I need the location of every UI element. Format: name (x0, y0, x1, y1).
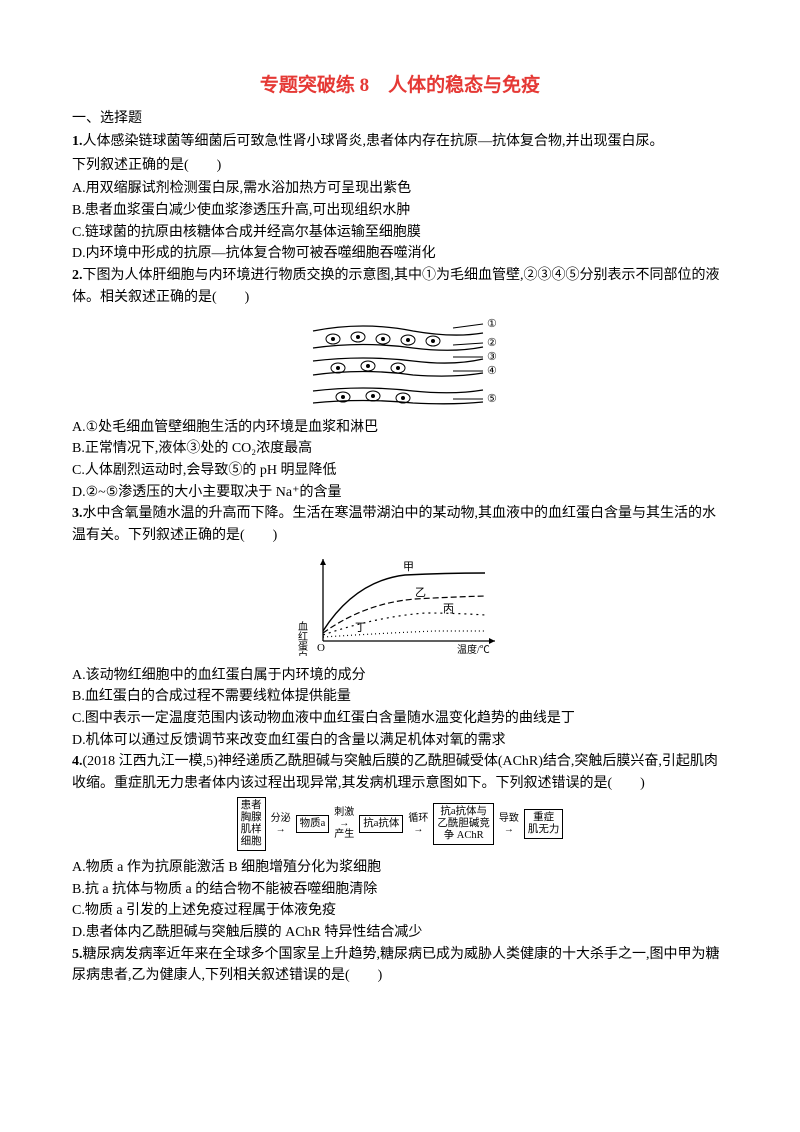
svg-text:⑤: ⑤ (487, 393, 497, 405)
q1-stem: 1.人体感染链球菌等细菌后可致急性肾小球肾炎,患者体内存在抗原—抗体复合物,并出… (72, 131, 728, 153)
svg-text:O: O (317, 642, 325, 654)
svg-text:丙: 丙 (443, 603, 454, 615)
q2-stem: 2.下图为人体肝细胞与内环境进行物质交换的示意图,其中①为毛细血管壁,②③④⑤分… (72, 265, 728, 308)
q4-flow: 患者 胸腺 肌样 细胞 分泌→ 物质a 刺激→产生 抗a抗体 循环→ 抗a抗体与… (72, 797, 728, 851)
q2-figure-wrap: ① ② ③ ④ ⑤ (72, 313, 728, 413)
q3-optA: A.该动物红细胞中的血红蛋白属于内环境的成分 (72, 665, 728, 687)
svg-text:血红蛋白含量: 血红蛋白含量 (296, 619, 308, 655)
flow-box-1: 患者 胸腺 肌样 细胞 (237, 797, 266, 851)
q5-stem-text: 糖尿病发病率近年来在全球多个国家呈上升趋势,糖尿病已成为威胁人类健康的十大杀手之… (72, 947, 720, 984)
q2-optB: B.正常情况下,液体③处的 CO₂浓度最高 (72, 438, 728, 460)
flow-box-3: 抗a抗体 (359, 815, 403, 833)
svg-text:丁: 丁 (355, 622, 366, 634)
q4-optD: D.患者体内乙酰胆碱与突触后膜的 AChR 特异性结合减少 (72, 922, 728, 944)
flow-label-1: 分泌→ (270, 813, 292, 835)
q4-optA: A.物质 a 作为抗原能激活 B 细胞增殖分化为浆细胞 (72, 857, 728, 879)
svg-text:④: ④ (487, 365, 497, 377)
q4-stem-text: (2018 江西九江一模,5)神经递质乙酰胆碱与突触后膜的乙酰胆碱受体(AChR… (72, 754, 718, 791)
q3-stem: 3.水中含氧量随水温的升高而下降。生活在寒温带湖泊中的某动物,其血液中的血红蛋白… (72, 503, 728, 546)
q1-optB: B.患者血浆蛋白减少使血浆渗透压升高,可出现组织水肿 (72, 200, 728, 222)
q3-optD: D.机体可以通过反馈调节来改变血红蛋白的含量以满足机体对氧的需求 (72, 730, 728, 752)
page-title: 专题突破练 8 人体的稳态与免疫 (72, 70, 728, 97)
flow-label-2: 刺激→产生 (333, 807, 355, 840)
q4-optC: C.物质 a 引发的上述免疫过程属于体液免疫 (72, 900, 728, 922)
q2-optA: A.①处毛细血管壁细胞生活的内环境是血浆和淋巴 (72, 417, 728, 439)
flow-box-2: 物质a (296, 815, 330, 833)
svg-text:①: ① (487, 318, 497, 330)
svg-text:温度/℃: 温度/℃ (457, 643, 490, 656)
q1-optA: A.用双缩脲试剂检测蛋白尿,需水浴加热方可呈现出紫色 (72, 178, 728, 200)
svg-text:②: ② (487, 337, 497, 349)
section-header-1: 一、选择题 (72, 107, 728, 127)
q4-stem: 4.(2018 江西九江一模,5)神经递质乙酰胆碱与突触后膜的乙酰胆碱受体(AC… (72, 751, 728, 794)
svg-text:甲: 甲 (403, 561, 414, 573)
q3-stem-text: 水中含氧量随水温的升高而下降。生活在寒温带湖泊中的某动物,其血液中的血红蛋白含量… (72, 506, 716, 543)
q2-stem-text: 下图为人体肝细胞与内环境进行物质交换的示意图,其中①为毛细血管壁,②③④⑤分别表… (72, 268, 720, 305)
svg-text:③: ③ (487, 351, 497, 363)
q2-optD: D.②~⑤渗透压的大小主要取决于 Na⁺的含量 (72, 482, 728, 504)
flow-box-4: 抗a抗体与 乙酰胆碱竞 争 AChR (433, 803, 494, 845)
q2-figure: ① ② ③ ④ ⑤ (303, 313, 498, 408)
flow-label-3: 循环→ (407, 813, 429, 835)
q1-stem2: 下列叙述正确的是( ) (72, 155, 728, 177)
q3-optC: C.图中表示一定温度范围内该动物血液中血红蛋白含量随水温变化趋势的曲线是丁 (72, 708, 728, 730)
q1-optD: D.内环境中形成的抗原—抗体复合物可被吞噬细胞吞噬消化 (72, 243, 728, 265)
flow-box-5: 重症 肌无力 (524, 809, 564, 839)
q3-figure-wrap: 甲 乙 丙 丁 O 温度/℃ 血红蛋白含量 (72, 551, 728, 661)
q1-stem-text-1: 人体感染链球菌等细菌后可致急性肾小球肾炎,患者体内存在抗原—抗体复合物,并出现蛋… (83, 134, 664, 149)
svg-text:乙: 乙 (415, 586, 426, 599)
q1-optC: C.链球菌的抗原由核糖体合成并经高尔基体运输至细胞膜 (72, 222, 728, 244)
q2-optC: C.人体剧烈运动时,会导致⑤的 pH 明显降低 (72, 460, 728, 482)
q4-optB: B.抗 a 抗体与物质 a 的结合物不能被吞噬细胞清除 (72, 879, 728, 901)
flow-label-4: 导致→ (498, 813, 520, 835)
q3-optB: B.血红蛋白的合成过程不需要线粒体提供能量 (72, 686, 728, 708)
q5-stem: 5.糖尿病发病率近年来在全球多个国家呈上升趋势,糖尿病已成为威胁人类健康的十大杀… (72, 944, 728, 987)
q3-figure: 甲 乙 丙 丁 O 温度/℃ 血红蛋白含量 (295, 551, 505, 656)
